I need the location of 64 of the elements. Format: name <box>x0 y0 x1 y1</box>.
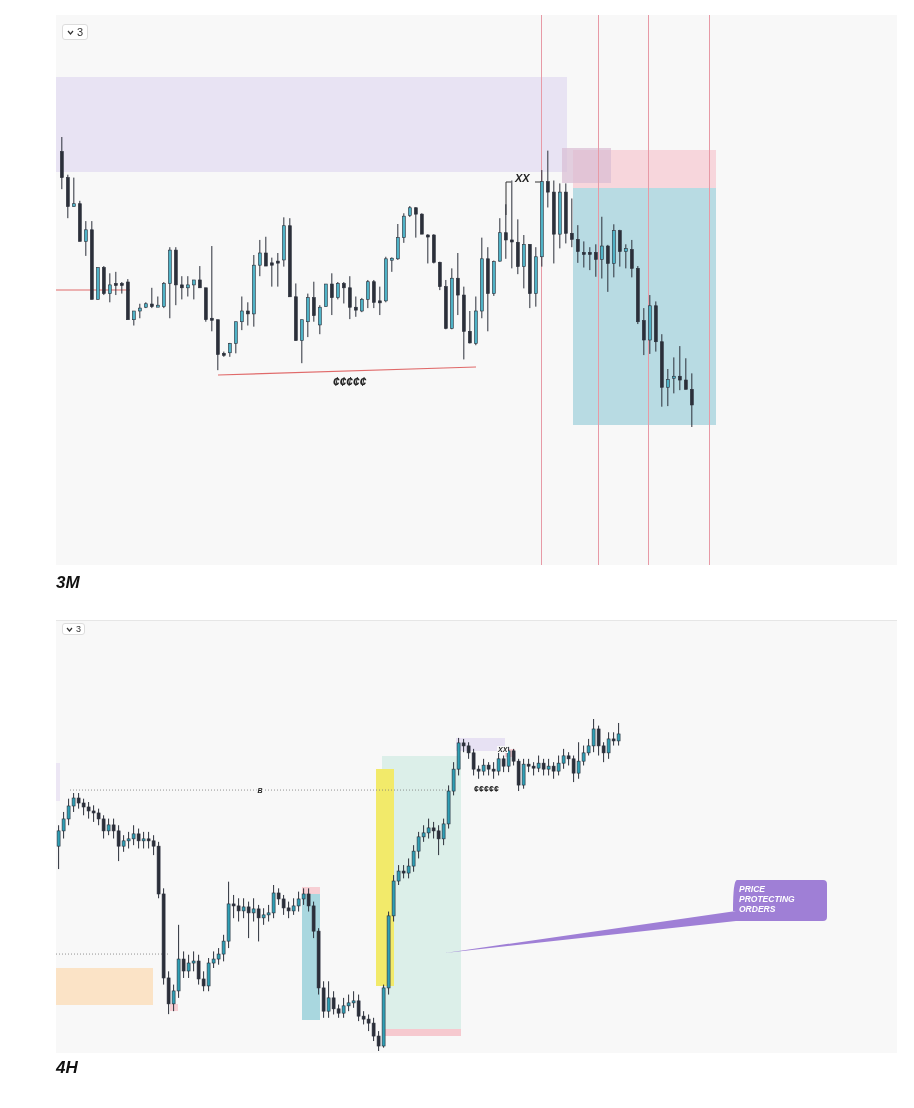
candlestick <box>600 216 604 280</box>
candlestick <box>300 319 304 364</box>
candlestick <box>264 236 268 267</box>
candlestick <box>420 212 424 235</box>
candlestick <box>546 150 550 208</box>
candlestick <box>84 220 88 257</box>
candlestick <box>456 252 460 316</box>
candlestick <box>630 239 634 278</box>
candlestick <box>684 357 688 390</box>
candlestick <box>342 281 346 304</box>
candlestick <box>246 301 250 326</box>
candlestick <box>270 257 274 288</box>
candlestick <box>522 234 526 289</box>
candlestick <box>372 279 376 309</box>
candlestick <box>414 206 418 239</box>
candlestick <box>642 307 646 356</box>
candlestick <box>234 321 238 354</box>
candlestick <box>198 265 202 289</box>
candlestick <box>588 246 592 271</box>
candlestick <box>396 223 400 261</box>
text: 3 <box>77 26 84 38</box>
candlestick <box>114 271 118 296</box>
candlestick <box>324 283 328 308</box>
candlestick <box>312 281 316 323</box>
candlestick <box>510 180 514 269</box>
candlestick <box>618 229 622 268</box>
candlestick <box>606 244 610 293</box>
candlestick <box>378 286 382 316</box>
candlestick <box>162 281 166 309</box>
candlestick <box>318 304 322 335</box>
text: 4H <box>56 1058 78 1078</box>
candlestick <box>150 287 154 309</box>
candlestick <box>690 372 694 427</box>
candlestick <box>240 296 244 331</box>
candlestick <box>210 245 214 332</box>
candlestick <box>468 310 472 344</box>
text: PRICE PROTECTING ORDERS <box>739 884 796 914</box>
candlestick <box>624 243 628 269</box>
candlestick <box>72 177 76 208</box>
candlestick <box>180 275 184 300</box>
candlestick <box>354 296 358 318</box>
candlestick <box>504 203 508 260</box>
candlestick <box>594 243 598 278</box>
candlestick <box>330 272 334 316</box>
candlestick <box>666 368 670 407</box>
text: 3M <box>56 573 80 593</box>
annotation: ¢¢¢¢¢ <box>473 784 501 794</box>
candlestick <box>576 224 580 264</box>
candlestick <box>276 252 280 288</box>
annotation: XX <box>514 172 531 184</box>
candlestick <box>348 275 352 320</box>
candlestick <box>402 212 406 244</box>
candlestick <box>186 275 190 297</box>
candlestick <box>108 272 112 303</box>
candlestick <box>366 279 370 309</box>
candlestick <box>570 197 574 248</box>
text: 3 <box>76 624 82 634</box>
candlestick <box>582 240 586 268</box>
candlestick <box>258 239 262 277</box>
candlestick <box>672 356 676 394</box>
annotation: ¢¢¢¢¢ <box>332 375 368 389</box>
candlestick <box>678 345 682 391</box>
candlestick <box>426 233 430 264</box>
candlestick <box>192 279 196 300</box>
